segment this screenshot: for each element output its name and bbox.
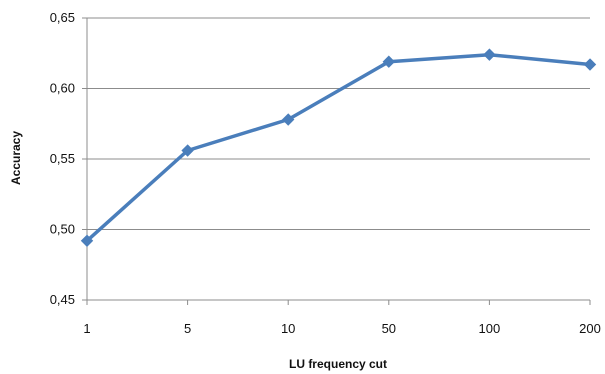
- x-tick-label: 5: [184, 321, 191, 336]
- x-tick-label: 200: [579, 321, 601, 336]
- y-tick-label: 0,60: [50, 81, 75, 96]
- data-point-marker: [80, 234, 94, 247]
- x-tick-label: 100: [479, 321, 501, 336]
- y-tick-label: 0,55: [50, 151, 75, 166]
- x-tick-label: 50: [382, 321, 396, 336]
- y-tick-label: 0,45: [50, 292, 75, 307]
- x-tick-label: 10: [281, 321, 295, 336]
- y-axis-title: Accuracy: [9, 131, 23, 185]
- x-tick-label: 1: [83, 321, 90, 336]
- data-point-marker: [483, 48, 496, 61]
- x-axis-title: LU frequency cut: [289, 357, 387, 371]
- data-point-marker: [181, 144, 194, 157]
- series-group: [80, 48, 597, 247]
- x-tick-labels: 1 5 10 50 100 200: [83, 321, 600, 336]
- y-tick-label: 0,50: [50, 222, 75, 237]
- y-tick-label: 0,65: [50, 10, 75, 25]
- y-tick-labels: 0,45 0,50 0,55 0,60 0,65: [50, 10, 75, 307]
- data-point-marker: [382, 55, 396, 68]
- axes: [82, 17, 591, 305]
- series-line: [85, 52, 592, 243]
- data-point-marker: [281, 113, 295, 126]
- data-point-marker: [583, 58, 597, 71]
- grid-lines: [87, 17, 590, 230]
